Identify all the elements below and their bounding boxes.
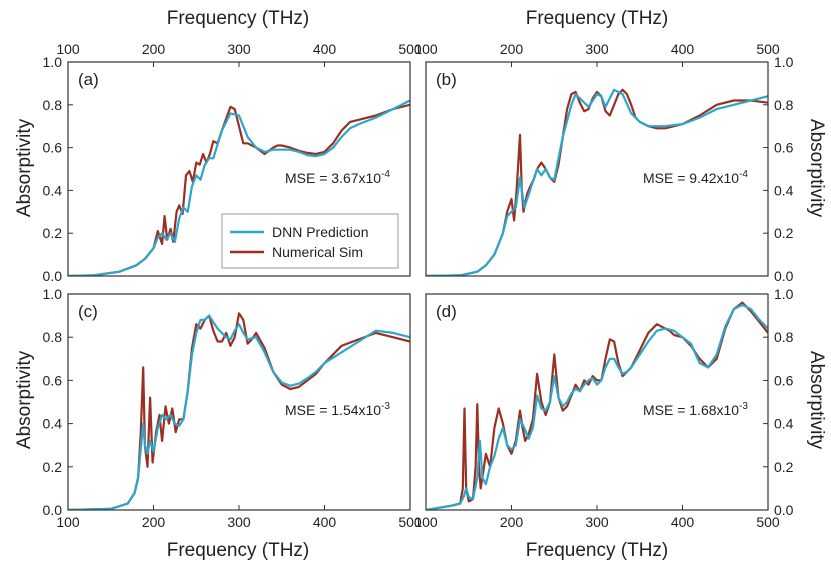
y-tick-label: 1.0 [774, 286, 794, 302]
panel-label: (d) [436, 302, 457, 321]
y-tick-label: 0.0 [43, 502, 63, 518]
dnn-prediction-line-d [426, 303, 768, 510]
legend: DNN Prediction Numerical Sim [221, 213, 399, 269]
panel-b: 100 200 300 400 500 0.0 0.2 0.4 0.6 0.8 1.0 (b) MSE … [414, 41, 793, 284]
mse-annotation: MSE = 1.54x10-3 [285, 401, 390, 418]
y-tick-label: 0.8 [43, 97, 63, 113]
dnn-prediction-line-b [426, 88, 768, 276]
x-tick-label: 400 [313, 514, 337, 530]
y-tick-label: 0.4 [43, 182, 63, 198]
x-tick-label: 200 [500, 41, 524, 57]
panels-group: 100 200 300 400 5000.00.20.40.60.81.0(a)MSE … [43, 41, 794, 530]
numerical-sim-line-d [426, 301, 768, 510]
panel-label: (b) [436, 70, 457, 89]
x-tick-label: 300 [585, 514, 609, 530]
x-tick-label: 500 [398, 514, 422, 530]
x-tick-label: 400 [313, 41, 337, 57]
x-tick-label: 100 [56, 41, 80, 57]
legend-label: Numerical Sim [272, 244, 363, 260]
x-tick-label: 100 [56, 514, 80, 530]
top-right-xlabel: Frequency (THz) [526, 8, 669, 29]
y-tick-label: 0.6 [774, 372, 794, 388]
y-tick-label: 0.0 [43, 268, 63, 284]
y-tick-label: 0.6 [43, 372, 63, 388]
x-tick-label: 400 [671, 514, 695, 530]
x-tick-label: 100 [414, 514, 438, 530]
dnn-prediction-line-a [68, 99, 410, 276]
y-tick-label: 0.0 [774, 268, 794, 284]
y-tick-label: 0.2 [43, 225, 63, 241]
y-tick-label: 0.8 [774, 97, 794, 113]
y-tick-label: 1.0 [43, 286, 63, 302]
x-tick-label: 300 [227, 514, 251, 530]
panel-c: 100 200 300 400 500 0.0 0.2 0.4 0.6 0.8 1.0 (c) MSE … [43, 286, 422, 530]
x-tick-label: 200 [142, 514, 166, 530]
y-tick-label: 0.0 [774, 502, 794, 518]
panel-label: (a) [78, 70, 99, 89]
dnn-prediction-line-c [68, 314, 410, 510]
y-tick-label: 0.2 [774, 225, 794, 241]
y-tick-label: 0.6 [774, 140, 794, 156]
x-tick-label: 200 [142, 41, 166, 57]
y-tick-label: 0.4 [774, 416, 794, 432]
panel-a: 100 200 300 400 500 0.0 0.2 0.4 0.6 0.8 1.0 (a) MSE … [43, 41, 422, 284]
right-bottom-ylabel: Absorptivity [806, 351, 827, 450]
y-tick-label: 0.8 [43, 329, 63, 345]
y-tick-label: 0.2 [774, 459, 794, 475]
x-tick-label: 100 [414, 41, 438, 57]
y-tick-label: 0.4 [43, 416, 63, 432]
x-tick-label: 500 [756, 514, 780, 530]
top-left-xlabel: Frequency (THz) [167, 8, 310, 29]
y-tick-label: 0.8 [774, 329, 794, 345]
x-tick-label: 300 [585, 41, 609, 57]
right-top-ylabel: Absorptivity [806, 119, 827, 218]
x-tick-label: 400 [671, 41, 695, 57]
legend-label: DNN Prediction [272, 224, 368, 240]
x-tick-label: 300 [227, 41, 251, 57]
bottom-right-xlabel: Frequency (THz) [526, 540, 669, 561]
left-bottom-ylabel: Absorptivity [14, 350, 35, 449]
mse-annotation: MSE = 9.42x10-4 [643, 169, 748, 186]
mse-annotation: MSE = 1.68x10-3 [643, 401, 748, 418]
panel-label: (c) [78, 302, 98, 321]
y-tick-label: 0.2 [43, 459, 63, 475]
x-tick-label: 200 [500, 514, 524, 530]
legend-box [221, 213, 399, 269]
numerical-sim-line-b [426, 88, 768, 276]
bottom-left-xlabel: Frequency (THz) [167, 540, 310, 561]
y-tick-label: 1.0 [774, 54, 794, 70]
left-top-ylabel: Absorptivity [14, 118, 35, 217]
x-tick-label: 500 [398, 41, 422, 57]
mse-annotation: MSE = 3.67x10-4 [285, 169, 390, 186]
x-tick-label: 500 [756, 41, 780, 57]
numerical-sim-line-a [68, 103, 410, 276]
y-tick-label: 0.6 [43, 140, 63, 156]
y-tick-label: 0.4 [774, 182, 794, 198]
y-tick-label: 1.0 [43, 54, 63, 70]
